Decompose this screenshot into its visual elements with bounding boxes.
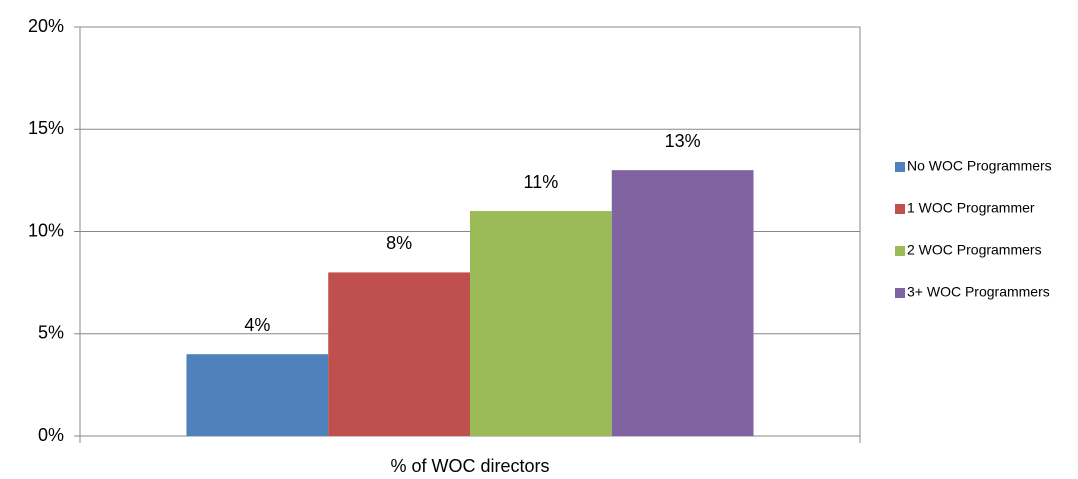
y-tick-label: 5% xyxy=(38,323,64,343)
legend-swatch xyxy=(895,162,905,172)
legend-label: 1 WOC Programmer xyxy=(907,200,1035,216)
legend-swatch xyxy=(895,288,905,298)
bar xyxy=(470,211,612,436)
legend-label: No WOC Programmers xyxy=(907,158,1052,174)
y-tick-label: 15% xyxy=(28,118,64,138)
data-label: 4% xyxy=(244,315,270,335)
data-label: 8% xyxy=(386,233,412,253)
data-label: 11% xyxy=(524,172,559,192)
y-tick-label: 20% xyxy=(28,16,64,36)
bar xyxy=(186,354,329,436)
bar xyxy=(611,170,754,436)
bar xyxy=(328,272,470,436)
legend-swatch xyxy=(895,204,905,214)
y-tick-label: 0% xyxy=(38,425,64,445)
legend-label: 3+ WOC Programmers xyxy=(907,284,1050,300)
y-tick-label: 10% xyxy=(28,220,64,240)
data-label: 13% xyxy=(665,131,701,151)
x-tick-label: % of WOC directors xyxy=(390,456,549,476)
legend-swatch xyxy=(895,246,905,256)
legend-label: 2 WOC Programmers xyxy=(907,242,1042,258)
